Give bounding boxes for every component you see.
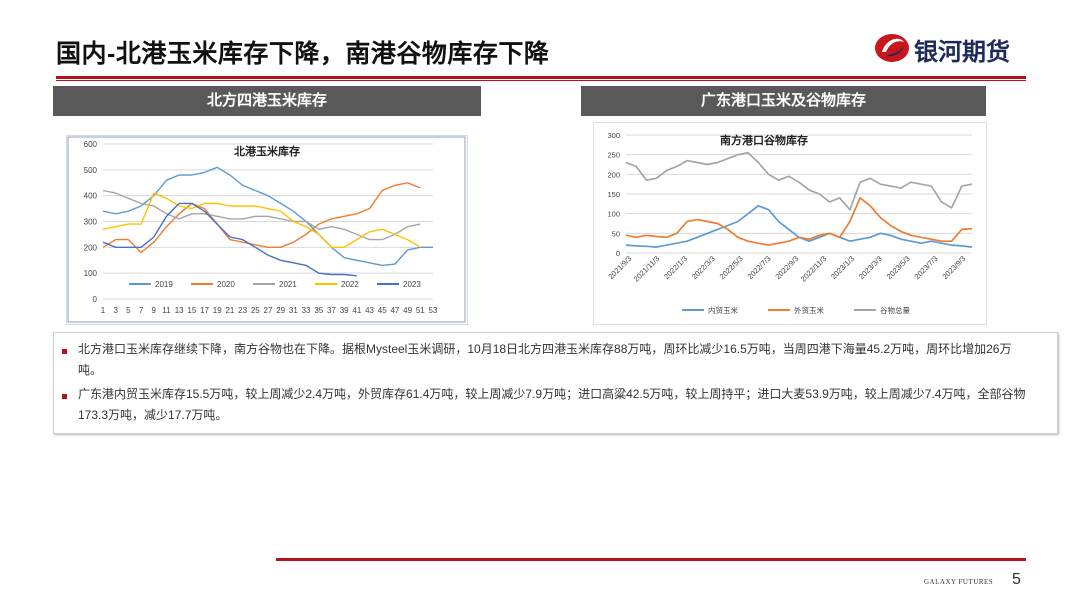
y-tick-label: 50 xyxy=(612,229,620,238)
series-line-谷物总量 xyxy=(625,151,973,211)
right-panel-title: 广东港口玉米及谷物库存 xyxy=(581,86,986,116)
series-line-2021 xyxy=(102,189,421,241)
logo: 银河期货 xyxy=(872,28,1032,68)
x-tick-label: 2023/9/3 xyxy=(940,254,967,281)
x-tick-label: 2023/1/3 xyxy=(829,254,856,281)
series-line-2023 xyxy=(102,202,357,277)
x-tick-label: 39 xyxy=(340,306,349,315)
y-tick-label: 0 xyxy=(93,295,98,304)
x-tick-label: 17 xyxy=(200,306,209,315)
x-tick-label: 47 xyxy=(390,306,399,315)
x-tick-label: 2022/1/3 xyxy=(662,254,689,281)
x-tick-label: 45 xyxy=(378,306,387,315)
y-tick-label: 100 xyxy=(84,269,98,278)
x-tick-label: 1 xyxy=(101,306,106,315)
x-tick-label: 21 xyxy=(225,306,234,315)
header-rule xyxy=(56,76,1026,79)
x-tick-label: 7 xyxy=(139,306,144,315)
x-tick-label: 53 xyxy=(429,306,438,315)
series-line-2020 xyxy=(102,182,421,254)
y-tick-label: 100 xyxy=(607,210,620,219)
y-tick-label: 600 xyxy=(84,140,98,149)
page-title: 国内-北港玉米库存下降，南港谷物库存下降 xyxy=(56,40,550,68)
legend-label: 内贸玉米 xyxy=(708,305,738,315)
x-tick-label: 2023/3/3 xyxy=(857,254,884,281)
series-line-内贸玉米 xyxy=(625,204,973,248)
notes-box: 北方港口玉米库存继续下降，南方谷物也在下降。据根Mysteel玉米调研，10月1… xyxy=(53,332,1058,434)
x-tick-label: 2022/11/3 xyxy=(799,254,829,284)
x-tick-label: 19 xyxy=(213,306,222,315)
x-tick-label: 33 xyxy=(302,306,311,315)
series-line-2022 xyxy=(102,192,421,248)
x-tick-label: 2022/9/3 xyxy=(773,254,800,281)
legend-label: 外贸玉米 xyxy=(794,305,824,315)
y-tick-label: 150 xyxy=(607,190,620,199)
footer-brand: GALAXY FUTURES xyxy=(924,578,994,586)
x-tick-label: 2021/9/3 xyxy=(606,254,633,281)
y-tick-label: 200 xyxy=(607,170,620,179)
legend-label: 2019 xyxy=(155,280,173,289)
y-tick-label: 0 xyxy=(616,249,620,258)
series-line-外贸玉米 xyxy=(625,197,973,246)
x-tick-label: 3 xyxy=(113,306,118,315)
south-port-chart-title: 南方港口谷物库存 xyxy=(720,133,808,147)
x-tick-label: 2022/7/3 xyxy=(746,254,773,281)
x-tick-label: 29 xyxy=(276,306,285,315)
x-tick-label: 2022/3/3 xyxy=(690,254,717,281)
x-tick-label: 49 xyxy=(403,306,412,315)
x-tick-label: 43 xyxy=(365,306,374,315)
x-tick-label: 25 xyxy=(251,306,260,315)
y-tick-label: 200 xyxy=(84,243,98,252)
legend-label: 2023 xyxy=(403,280,421,289)
note-bullet xyxy=(62,349,67,354)
note-north: 北方港口玉米库存继续下降，南方谷物也在下降。据根Mysteel玉米调研，10月1… xyxy=(78,342,1012,377)
x-tick-label: 27 xyxy=(264,306,273,315)
legend-label: 2020 xyxy=(217,280,235,289)
south-port-chart: 0 50 100 150 200 250 300 2021/9/3 2021/11/3 2022… xyxy=(593,122,987,325)
x-tick-label: 51 xyxy=(416,306,425,315)
legend-label: 谷物总量 xyxy=(880,305,910,315)
note-bullet xyxy=(62,394,67,399)
page-number: 5 xyxy=(1012,571,1021,588)
legend-label: 2022 xyxy=(341,280,359,289)
north-port-chart: 0 100 200 300 400 500 600 1 3 5 7 9 11 13 15 17 19 21 23 2… xyxy=(66,135,468,325)
legend-label: 2021 xyxy=(279,280,297,289)
series-line-2019 xyxy=(102,166,433,267)
y-tick-label: 300 xyxy=(607,131,620,140)
y-tick-label: 300 xyxy=(84,218,98,227)
x-tick-label: 9 xyxy=(152,306,157,315)
x-tick-label: 41 xyxy=(352,306,361,315)
note-south: 广东港内贸玉米库存15.5万吨，较上周减少2.4万吨，外贸库存61.4万吨，较上… xyxy=(78,387,1026,422)
x-tick-label: 2023/7/3 xyxy=(913,254,940,281)
x-tick-label: 2022/5/3 xyxy=(718,254,745,281)
x-tick-label: 35 xyxy=(314,306,323,315)
x-tick-label: 13 xyxy=(175,306,184,315)
galaxy-logo-icon xyxy=(875,34,909,62)
footer-rule xyxy=(276,558,1026,561)
x-tick-label: 11 xyxy=(162,306,171,315)
y-tick-label: 400 xyxy=(84,192,98,201)
x-tick-label: 23 xyxy=(238,306,247,315)
x-tick-label: 2021/11/3 xyxy=(632,254,662,284)
header-rule-thin xyxy=(56,80,1026,81)
x-tick-label: 15 xyxy=(187,306,196,315)
x-tick-label: 2023/5/3 xyxy=(885,254,912,281)
logo-text: 银河期货 xyxy=(914,39,1010,66)
y-tick-label: 500 xyxy=(84,166,98,175)
north-port-chart-title: 北港玉米库存 xyxy=(234,144,300,158)
y-tick-label: 250 xyxy=(607,151,620,160)
left-panel-title: 北方四港玉米库存 xyxy=(53,86,481,116)
x-tick-label: 37 xyxy=(327,306,336,315)
x-tick-label: 31 xyxy=(289,306,298,315)
x-tick-label: 5 xyxy=(126,306,131,315)
